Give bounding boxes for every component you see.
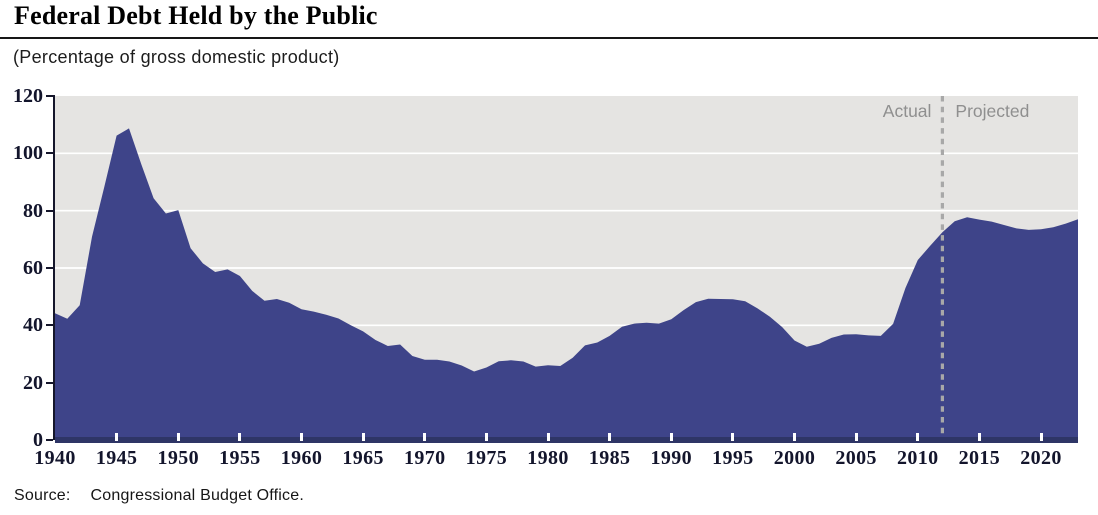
title-rule — [0, 37, 1098, 39]
y-axis-line — [53, 95, 55, 440]
x-axis-tick — [546, 433, 550, 441]
x-axis-label: 1940 — [34, 447, 76, 469]
y-axis-tick — [46, 381, 53, 384]
x-axis-tick — [423, 433, 427, 441]
x-axis-tick — [176, 433, 180, 441]
x-axis-label: 1995 — [712, 447, 754, 469]
x-axis-label: 2015 — [958, 447, 1001, 469]
x-axis-tick — [238, 433, 242, 441]
x-axis-tick — [1039, 433, 1043, 441]
x-axis-label: 1980 — [527, 447, 569, 469]
x-axis-tick — [608, 433, 612, 441]
debt-area-chart-svg — [55, 96, 1078, 440]
y-axis-tick — [46, 209, 53, 212]
x-axis-tick — [793, 433, 797, 441]
x-axis-tick — [916, 433, 920, 441]
projected-label: Projected — [955, 101, 1030, 121]
y-axis-tick — [46, 95, 53, 97]
actual-label: Actual — [882, 101, 932, 121]
x-axis-label: 1945 — [95, 447, 138, 469]
x-axis-tick — [669, 433, 673, 441]
source-text: Congressional Budget Office. — [90, 487, 304, 504]
x-axis-label: 1965 — [342, 447, 384, 469]
x-axis-label: 1960 — [280, 447, 323, 469]
y-axis-label: 0 — [33, 429, 43, 451]
x-axis-label: 2000 — [773, 447, 816, 469]
y-axis-label: 80 — [23, 199, 43, 222]
y-axis-tick — [46, 324, 53, 327]
x-axis-tick — [731, 433, 735, 441]
x-axis-label: 1955 — [219, 447, 261, 469]
x-axis-tick — [484, 433, 488, 441]
y-axis-tick — [46, 439, 53, 441]
x-axis-tick — [977, 433, 981, 441]
y-axis-label: 120 — [13, 85, 43, 107]
y-axis-tick — [46, 267, 53, 269]
chart-subtitle: (Percentage of gross domestic product) — [13, 47, 340, 67]
y-axis-label: 20 — [23, 371, 43, 394]
x-axis-tick — [361, 433, 365, 441]
x-axis-label: 1975 — [465, 447, 508, 469]
debt-area-fill — [55, 128, 1078, 440]
x-axis-label: 1985 — [588, 447, 631, 469]
x-axis-label: 2020 — [1020, 447, 1062, 469]
x-axis-label: 2005 — [835, 447, 877, 469]
x-axis-tick — [300, 433, 303, 441]
y-axis-label: 100 — [13, 142, 43, 165]
y-axis-label: 40 — [23, 314, 43, 337]
x-axis-tick — [854, 433, 858, 441]
x-axis-label: 1970 — [403, 447, 446, 469]
x-axis-label: 1990 — [650, 447, 693, 469]
x-axis-label: 2010 — [896, 447, 939, 469]
y-axis-label: 60 — [23, 257, 43, 279]
plot-area: Actual Projected 0 20 40 60 80 100 120 1940 1945… — [13, 85, 1078, 469]
x-axis-label: 1950 — [157, 447, 200, 469]
x-axis-tick — [115, 433, 119, 441]
chart-title: Federal Debt Held by the Public — [14, 1, 378, 30]
source-line: Source: Congressional Budget Office. — [14, 487, 304, 505]
source-label: Source: — [14, 487, 71, 504]
y-axis-tick — [46, 152, 53, 155]
x-axis-bar — [55, 437, 1078, 443]
